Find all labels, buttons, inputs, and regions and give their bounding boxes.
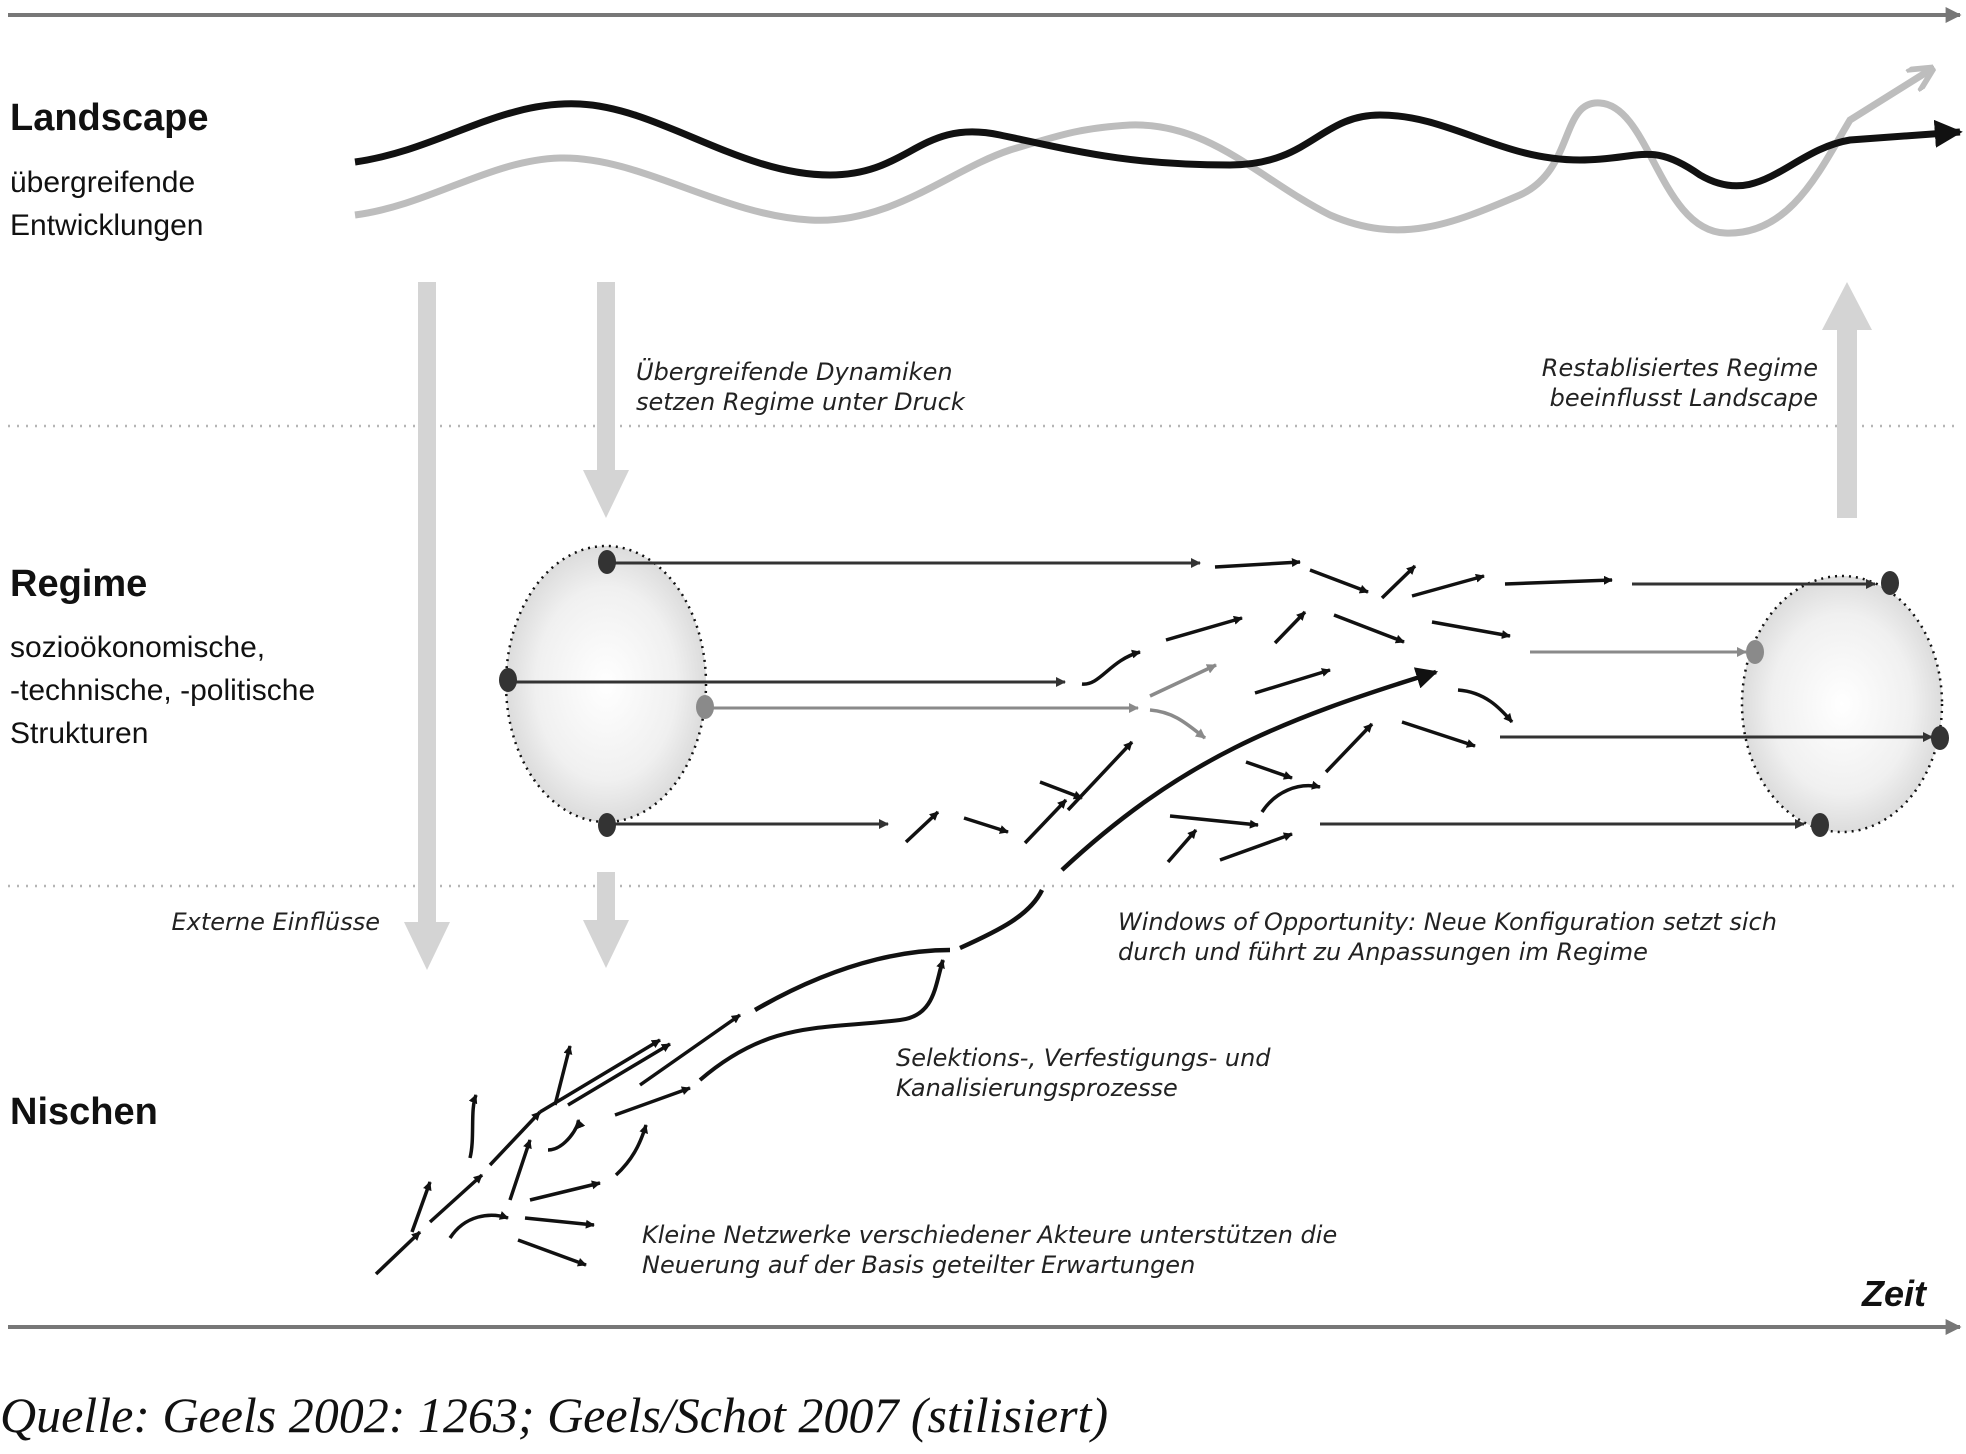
regime-arrow <box>1166 828 1198 864</box>
regime-arrow <box>1169 814 1259 829</box>
external-annotation: Externe Einflüsse <box>171 908 380 936</box>
niche-arrow <box>547 1119 586 1152</box>
regime-dot <box>1931 726 1949 750</box>
regime-arrow <box>963 816 1009 834</box>
landscape-wave-gray <box>354 70 1930 237</box>
niches-title: Nischen <box>10 1091 158 1133</box>
regime-subtitle-line: -technische, -politische <box>10 674 315 707</box>
regime-subtitle-line: sozioökonomische, <box>10 631 265 664</box>
niche-arrow <box>468 1094 478 1159</box>
regime-title: Regime <box>10 563 147 605</box>
regime-arrow <box>904 810 940 844</box>
niche-arrow <box>508 1139 532 1201</box>
landscape-title: Landscape <box>10 97 209 139</box>
regime-arrow <box>1411 573 1485 598</box>
regime-arrow <box>1254 668 1331 695</box>
regime-arrow <box>1165 615 1243 642</box>
regime-arrow <box>1273 610 1307 645</box>
pressure-annotation-line: Übergreifende Dynamiken <box>636 357 953 386</box>
regime-dot <box>1746 640 1764 664</box>
windows-annotation-line: Windows of Opportunity: Neue Konfigurati… <box>1118 908 1777 936</box>
regime-arrow <box>1214 557 1301 569</box>
niche-arrows <box>374 1013 742 1276</box>
niche-arrow <box>614 1124 648 1177</box>
regime-arrow <box>1380 564 1417 600</box>
regime-arrow <box>1457 688 1514 724</box>
regime-arrow <box>1023 798 1068 845</box>
restabilized-annotation-line: Restablisiertes Regime <box>1542 354 1818 382</box>
niche-arrow <box>539 1038 661 1114</box>
landscape-wave-black <box>354 100 1963 190</box>
time-axis-label: Zeit <box>1861 1273 1928 1314</box>
niche-arrow <box>553 1045 573 1106</box>
pressure-arrow-to-niches <box>583 872 629 968</box>
restabilized-annotation-line: beeinflusst Landscape <box>1550 384 1818 412</box>
regime-dot <box>1881 571 1899 595</box>
regime-dots <box>499 550 1949 837</box>
niche-arrow <box>529 1180 601 1202</box>
regime-dot <box>696 695 714 719</box>
regime-ellipse-right <box>1740 574 1944 834</box>
niche-arrow <box>374 1230 422 1276</box>
restabilized-regime-arrow-up <box>1822 282 1872 518</box>
regime-arrow <box>1431 620 1511 639</box>
regime-arrow <box>1333 613 1405 644</box>
source-caption: Quelle: Geels 2002: 1263; Geels/Schot 20… <box>0 1387 1108 1443</box>
regime-arrow <box>1504 575 1613 586</box>
niche-arrow <box>524 1216 595 1229</box>
external-influences-arrow <box>404 282 450 970</box>
niche-arrow <box>410 1181 432 1233</box>
niche-main-trajectory-lower <box>698 959 945 1082</box>
regime-dot <box>1811 813 1829 837</box>
networks-annotation-line: Kleine Netzwerke verschiedener Akteure u… <box>642 1221 1337 1249</box>
niche-arrow <box>517 1238 587 1267</box>
niche-main-trajectory-upper <box>753 672 1436 1012</box>
landscape-subtitle-line: übergreifende <box>10 166 195 199</box>
regime-arrow <box>1260 780 1321 813</box>
niche-arrow <box>614 1086 691 1117</box>
niche-arrow <box>638 1013 742 1087</box>
regime-arrow <box>1324 722 1374 774</box>
networks-annotation-line: Neuerung auf der Basis geteilter Erwartu… <box>642 1251 1195 1279</box>
windows-annotation-line: durch und führt zu Anpassungen im Regime <box>1118 938 1648 966</box>
niche-arrow <box>448 1211 509 1240</box>
regime-transition-arrows <box>904 557 1613 864</box>
selection-annotation-line: Selektions-, Verfestigungs- und <box>896 1044 1271 1072</box>
regime-arrow <box>1081 649 1141 686</box>
pressure-annotation-line: setzen Regime unter Druck <box>636 388 966 416</box>
niche-arrow <box>428 1173 484 1224</box>
regime-arrow <box>1309 568 1369 594</box>
selection-annotation-line: Kanalisierungsprozesse <box>896 1074 1178 1102</box>
landscape-subtitle-line: Entwicklungen <box>10 209 203 242</box>
regime-dot <box>598 813 616 837</box>
regime-arrow <box>1149 663 1217 698</box>
regime-arrow <box>1401 720 1476 748</box>
regime-arrow <box>1039 780 1083 800</box>
regime-dot <box>499 668 517 692</box>
regime-arrow <box>1219 832 1293 862</box>
regime-arrow <box>1066 740 1134 812</box>
regime-arrow <box>1149 708 1207 740</box>
regime-arrow <box>1245 760 1293 780</box>
regime-subtitle-line: Strukturen <box>10 717 148 750</box>
pressure-arrow-to-regime <box>583 282 629 518</box>
regime-ellipse-left <box>504 544 708 824</box>
niche-arrow <box>567 1042 671 1107</box>
regime-dot <box>598 550 616 574</box>
niche-arrow <box>488 1110 542 1167</box>
